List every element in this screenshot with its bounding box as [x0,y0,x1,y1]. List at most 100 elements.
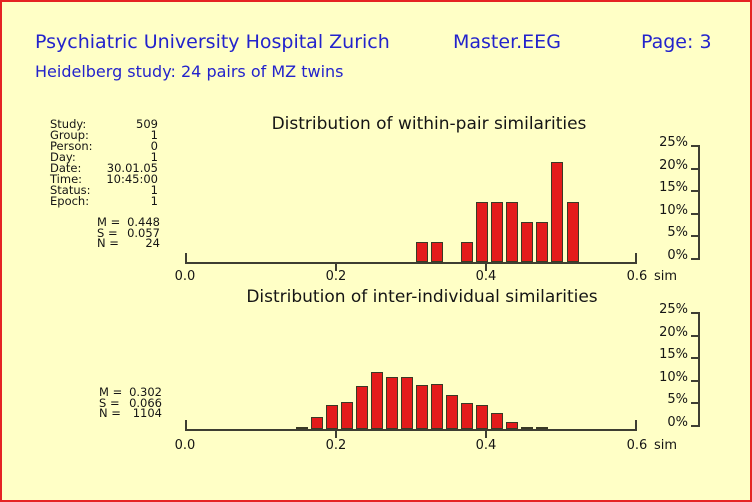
percent-tick-label: 15% [659,347,688,362]
metadata-row: Date: 30.01.05 [50,161,158,175]
histogram-bar [567,202,579,262]
histogram-bar [386,377,398,429]
percent-tick-label: 0% [667,248,688,263]
metadata-value: 10:45:00 [106,172,158,186]
metadata-label: Group: [50,128,89,142]
percent-tick-label: 10% [659,370,688,385]
percent-scale-tick [691,402,698,404]
chart2-stats: M = 0.302 S = 0.066 N = 1104 [99,387,162,419]
histogram-bar [431,384,443,429]
metadata-row: Person: 0 [50,139,158,153]
recording-metadata: Study: 509 Group: 1 Person: 0 Day: 1 Date: 30.01.… [50,117,158,208]
histogram-bar [491,413,503,429]
histogram-bar [461,403,473,429]
metadata-label: Person: [50,139,93,153]
chart1-stats: M = 0.448 S = 0.057 N = 24 [97,217,160,249]
x-tick-label: 0.2 [325,269,347,284]
stat-row: N = 1104 [99,408,162,419]
stat-value-n: 24 [145,236,160,250]
metadata-value: 1 [150,194,158,208]
percent-scale-tick [691,312,698,314]
histogram-bar [416,385,428,429]
stat-value-sd: 0.066 [129,395,162,410]
histogram-bar [431,242,443,262]
percent-tick-label: 5% [667,392,688,407]
metadata-label: Status: [50,183,91,197]
stat-label-sd: S = [99,395,120,410]
histogram-bar [326,405,338,429]
x-tick-label: 0.6 [626,438,648,453]
histogram-bar [416,242,428,262]
histogram-bar [341,402,353,429]
stat-value-mean: 0.448 [127,215,160,229]
x-axis-end-tick [185,253,187,262]
x-tick-label: 0.0 [174,438,196,453]
percent-scale-tick [691,357,698,359]
percent-tick-label: 15% [659,180,688,195]
histogram-bar [536,222,548,262]
histogram-bar [551,162,563,262]
histogram-bar [296,427,308,429]
x-axis-unit-label: sim [654,269,678,284]
x-axis-end-tick [635,253,637,262]
histogram-bar [521,427,533,429]
histogram-bar [401,377,413,429]
percent-scale-tick [691,235,698,237]
percent-tick-label: 20% [659,158,688,173]
histogram-bar [311,417,323,429]
histogram-bar [506,422,518,429]
stat-row: N = 24 [97,238,160,249]
x-axis-line [185,429,637,431]
percent-scale-tick [691,335,698,337]
histogram-bar [461,242,473,262]
metadata-row: Day: 1 [50,151,158,163]
histogram-bar [356,386,368,429]
stat-value-mean: 0.302 [129,385,162,399]
x-axis-line [185,262,637,264]
metadata-value: 509 [136,117,158,131]
x-tick-label: 0.2 [325,438,347,453]
percent-scale-tick [691,190,698,192]
metadata-value: 0 [150,139,158,153]
metadata-row: Status: 1 [50,183,158,197]
percent-scale-line [698,312,700,427]
percent-scale-line [698,145,700,260]
histogram-bar [371,372,383,429]
x-axis-unit-label: sim [654,438,678,453]
metadata-value: 1 [150,183,158,197]
x-axis-end-tick [635,420,637,429]
stat-value-n: 1104 [132,406,162,420]
metadata-row: Study: 509 [50,117,158,131]
histogram-bar [521,222,533,262]
percent-tick-label: 20% [659,325,688,340]
stat-label-mean: M = [97,215,121,229]
stat-label-n: N = [99,406,121,420]
histogram-bar [506,202,518,262]
metadata-row: Time: 10:45:00 [50,172,158,186]
percent-scale-tick [691,380,698,382]
stat-row: M = 0.448 [97,217,160,228]
chart2-title: Distribution of inter-individual similar… [246,287,598,307]
stat-label-sd: S = [97,225,118,240]
percent-scale-tick [691,258,698,260]
metadata-value: 1 [150,128,158,142]
x-axis-tick [335,431,337,438]
percent-tick-label: 25% [659,302,688,317]
x-axis-tick [335,264,337,271]
metadata-label: Time: [50,172,83,186]
percent-scale-tick [691,425,698,427]
metadata-label: Epoch: [50,194,90,208]
stat-row: M = 0.302 [99,387,162,398]
x-tick-label: 0.4 [475,438,497,453]
metadata-label: Study: [50,117,87,131]
metadata-value: 30.01.05 [106,161,158,175]
percent-scale-tick [691,168,698,170]
percent-tick-label: 10% [659,203,688,218]
app-name: Master.EEG [453,31,561,53]
metadata-label: Date: [50,161,82,175]
x-tick-label: 0.0 [174,269,196,284]
page-title: Psychiatric University Hospital Zurich [35,31,390,53]
x-tick-label: 0.6 [626,269,648,284]
x-axis-tick [485,431,487,438]
